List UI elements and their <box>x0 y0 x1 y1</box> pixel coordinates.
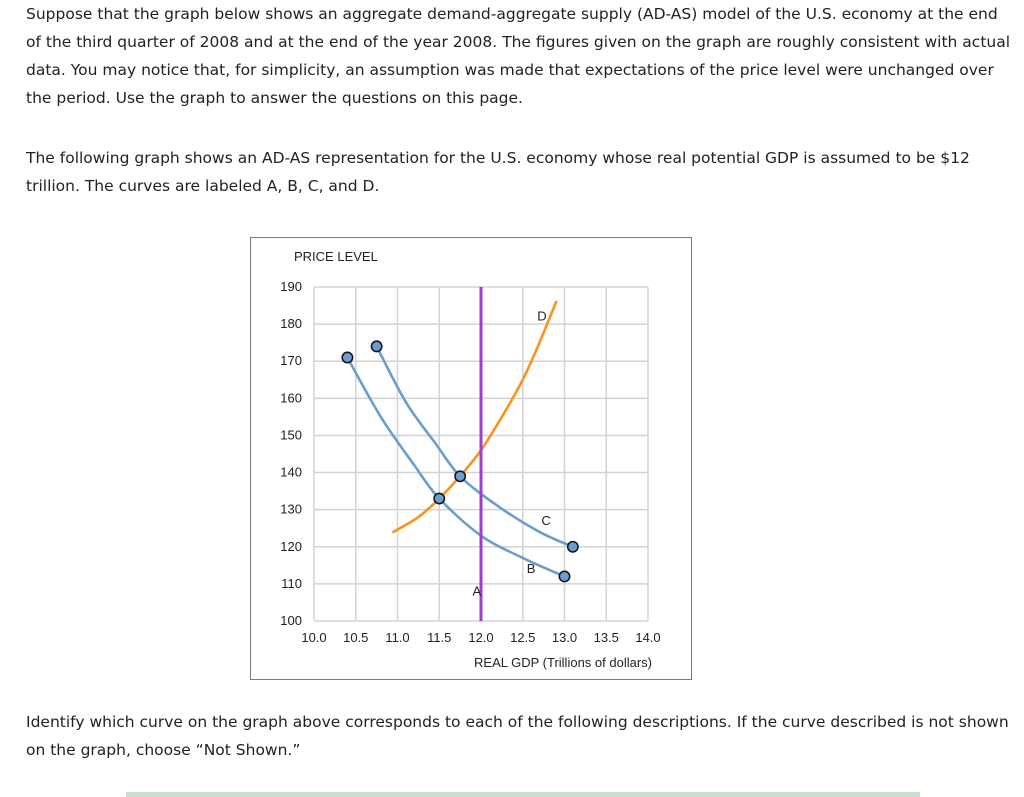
curve-point-marker <box>454 470 467 483</box>
curve-label-d: D <box>537 309 546 324</box>
chart-canvas: PRICE LEVEL REAL GDP (Trillions of dollar… <box>280 249 660 670</box>
curve-label-a: A <box>472 583 481 598</box>
x-tick-label: 14.0 <box>635 630 660 645</box>
section-divider <box>126 792 920 797</box>
ad-as-chart: PRICE LEVEL REAL GDP (Trillions of dollar… <box>250 237 692 680</box>
x-tick-label: 11.0 <box>385 630 409 645</box>
y-tick-label: 170 <box>280 353 302 368</box>
x-axis-label: REAL GDP (Trillions of dollars) <box>474 655 652 670</box>
curve-point-marker <box>341 351 354 364</box>
y-tick-label: 150 <box>280 427 302 442</box>
y-tick-label: 140 <box>280 465 302 480</box>
curve-label-b: B <box>527 561 536 576</box>
curve-point-marker <box>433 492 446 505</box>
y-tick-label: 110 <box>281 576 302 591</box>
x-tick-label: 13.0 <box>552 630 577 645</box>
question-instructions: Identify which curve on the graph above … <box>26 713 1009 759</box>
x-tick-label: 13.5 <box>594 630 619 645</box>
x-tick-label: 10.0 <box>301 630 326 645</box>
x-tick-label: 12.5 <box>510 630 535 645</box>
x-tick-label: 10.5 <box>343 630 368 645</box>
intro-paragraph: Suppose that the graph below shows an ag… <box>26 5 1011 107</box>
curve-label-c: C <box>541 513 550 528</box>
curve-point-marker <box>370 340 383 353</box>
y-tick-label: 120 <box>280 539 302 554</box>
x-tick-label: 11.5 <box>427 630 451 645</box>
y-axis-label: PRICE LEVEL <box>294 249 378 264</box>
graph-description: The following graph shows an AD-AS repre… <box>26 149 970 195</box>
y-tick-label: 130 <box>280 502 302 517</box>
y-tick-label: 160 <box>280 390 302 405</box>
y-tick-label: 100 <box>280 613 302 628</box>
y-tick-label: 190 <box>280 279 302 294</box>
curve-point-marker <box>566 540 579 553</box>
x-tick-label: 12.0 <box>468 630 493 645</box>
curve-b <box>346 356 566 578</box>
curve-point-marker <box>558 570 571 583</box>
y-tick-label: 180 <box>280 316 302 331</box>
curve-d <box>392 300 558 534</box>
